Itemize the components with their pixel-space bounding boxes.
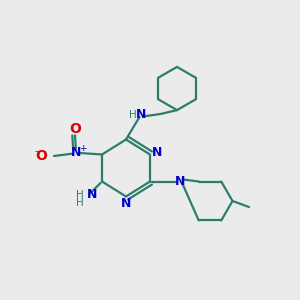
Text: O: O [35,149,47,163]
Text: N: N [121,196,131,210]
Text: H: H [129,110,137,120]
Text: N: N [71,146,82,160]
Text: N: N [86,188,97,202]
Text: O: O [69,122,81,136]
Text: N: N [136,108,146,121]
Text: N: N [175,175,185,188]
Text: H: H [76,190,83,200]
Text: H: H [76,198,83,208]
Text: +: + [80,144,87,153]
Text: N: N [152,146,163,160]
Text: -: - [34,146,38,156]
